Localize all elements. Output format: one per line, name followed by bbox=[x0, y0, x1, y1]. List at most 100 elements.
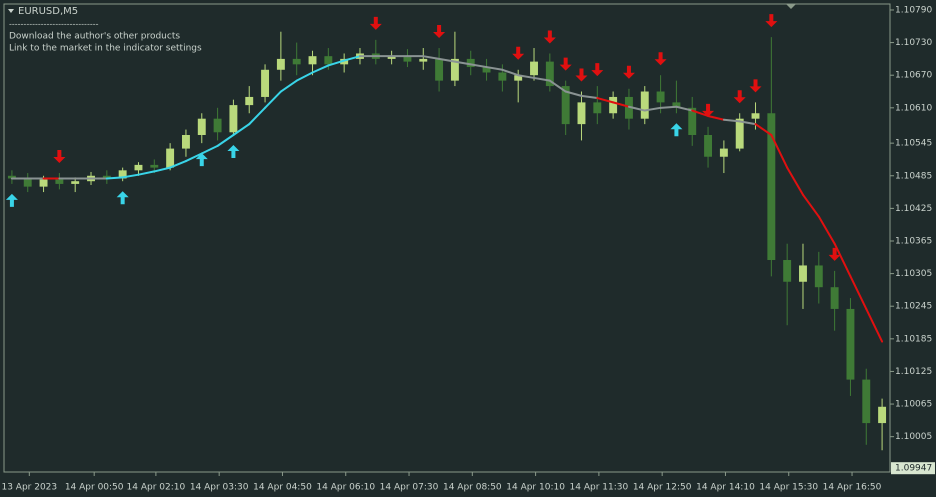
candle-body bbox=[229, 105, 238, 133]
x-tick-label: 14 Apr 00:50 bbox=[65, 483, 124, 493]
signal-arrow bbox=[575, 68, 588, 82]
trend-line-segment bbox=[627, 105, 646, 112]
x-tick-label: 14 Apr 11:30 bbox=[570, 483, 629, 493]
y-tick-label: 1.10730 bbox=[895, 38, 932, 48]
trend-line-segment bbox=[580, 94, 599, 100]
signal-arrow bbox=[227, 144, 240, 158]
signal-arrow bbox=[512, 46, 525, 60]
trend-line-segment bbox=[469, 63, 488, 69]
candle-body bbox=[450, 58, 459, 81]
x-tick-label: 14 Apr 07:30 bbox=[380, 483, 439, 493]
signal-arrow bbox=[702, 103, 715, 117]
trend-line-segment bbox=[343, 55, 361, 62]
trend-line-segment bbox=[865, 307, 884, 343]
y-tick-label: 1.10185 bbox=[895, 334, 932, 344]
candle-body bbox=[23, 178, 32, 187]
candle-body bbox=[245, 96, 254, 106]
candle-body bbox=[181, 134, 190, 149]
y-tick-label: 1.10610 bbox=[895, 103, 932, 113]
candle-body bbox=[419, 58, 428, 62]
trend-line-segment bbox=[564, 90, 583, 97]
x-tick-label: 14 Apr 06:10 bbox=[316, 483, 375, 493]
y-tick-label: 1.10065 bbox=[895, 400, 932, 410]
trend-line-segment bbox=[770, 133, 789, 169]
y-tick-label: 1.10245 bbox=[895, 302, 932, 312]
candle-body bbox=[751, 113, 760, 119]
signal-arrow bbox=[591, 63, 604, 77]
trend-line-segment bbox=[184, 152, 203, 163]
trend-line-segment bbox=[786, 166, 804, 196]
trend-line-segment bbox=[691, 109, 710, 117]
trend-line-segment bbox=[738, 120, 757, 126]
candle-body bbox=[482, 67, 491, 73]
trend-line-segment bbox=[121, 173, 140, 179]
x-tick-label: 14 Apr 14:10 bbox=[696, 483, 755, 493]
trend-line-segment bbox=[105, 176, 124, 180]
candle-body bbox=[672, 102, 681, 108]
candle-body bbox=[767, 113, 776, 261]
x-tick-label: 14 Apr 08:50 bbox=[443, 483, 502, 493]
candle-body bbox=[403, 56, 412, 62]
trend-line-segment bbox=[517, 74, 536, 79]
current-price-box bbox=[891, 462, 935, 475]
trend-line-segment bbox=[801, 193, 820, 218]
x-tick-label: 14 Apr 04:50 bbox=[253, 483, 312, 493]
y-tick-label: 1.10365 bbox=[895, 236, 932, 246]
signal-arrow bbox=[195, 153, 208, 167]
candle-body bbox=[719, 148, 728, 157]
annotation: Link to the market in the indicator sett… bbox=[9, 44, 202, 54]
candle-body bbox=[846, 308, 855, 380]
x-tick-label: 14 Apr 12:50 bbox=[633, 483, 692, 493]
candle-body bbox=[783, 260, 792, 282]
y-tick-label: 1.10125 bbox=[895, 367, 932, 377]
x-tick-label: 14 Apr 10:10 bbox=[506, 483, 565, 493]
signal-arrow bbox=[543, 30, 556, 44]
candle-body bbox=[514, 75, 523, 81]
candle-body bbox=[577, 102, 586, 125]
signal-arrow bbox=[654, 52, 667, 66]
candle-body bbox=[102, 175, 111, 179]
candle-body bbox=[688, 107, 697, 135]
signal-arrow bbox=[116, 191, 129, 205]
y-tick-label: 1.10485 bbox=[895, 171, 932, 181]
trend-line-segment bbox=[153, 166, 172, 173]
current-price-label: 1.09947 bbox=[895, 464, 932, 474]
trend-line-segment bbox=[501, 68, 520, 77]
candle-body bbox=[213, 118, 222, 133]
trend-line-segment bbox=[438, 57, 456, 63]
trend-line-segment bbox=[754, 123, 773, 136]
candle-body bbox=[498, 72, 507, 81]
candle-body bbox=[7, 175, 16, 179]
candle-body bbox=[609, 96, 618, 114]
candle-body bbox=[656, 91, 665, 103]
candle-body bbox=[814, 265, 823, 288]
signal-arrow bbox=[559, 57, 572, 71]
candle-body bbox=[276, 58, 285, 70]
trend-line-segment bbox=[548, 79, 567, 93]
shift-marker bbox=[786, 4, 796, 9]
candle-body bbox=[387, 56, 396, 59]
trend-line-segment bbox=[248, 106, 267, 126]
candle-body bbox=[704, 134, 713, 157]
candle-body bbox=[292, 58, 301, 65]
trend-line-segment bbox=[612, 101, 630, 108]
symbol-menu[interactable] bbox=[8, 9, 14, 13]
x-tick-label: 13 Apr 2023 bbox=[1, 483, 57, 493]
trend-line-segment bbox=[264, 90, 282, 109]
y-tick-label: 1.10425 bbox=[895, 204, 932, 214]
trend-line-segment bbox=[833, 242, 852, 278]
candle-body bbox=[640, 91, 649, 119]
candle-body bbox=[799, 265, 807, 282]
candle-body bbox=[530, 61, 538, 76]
trend-line-segment bbox=[722, 118, 741, 123]
candle-body bbox=[261, 69, 270, 97]
trend-line-segment bbox=[659, 105, 678, 109]
trend-line-segment bbox=[327, 59, 346, 67]
y-tick-label: 1.10790 bbox=[895, 5, 932, 15]
candle-body bbox=[39, 179, 48, 187]
signal-arrow bbox=[433, 25, 446, 39]
candle-body bbox=[166, 148, 175, 168]
signal-arrow bbox=[53, 150, 66, 164]
